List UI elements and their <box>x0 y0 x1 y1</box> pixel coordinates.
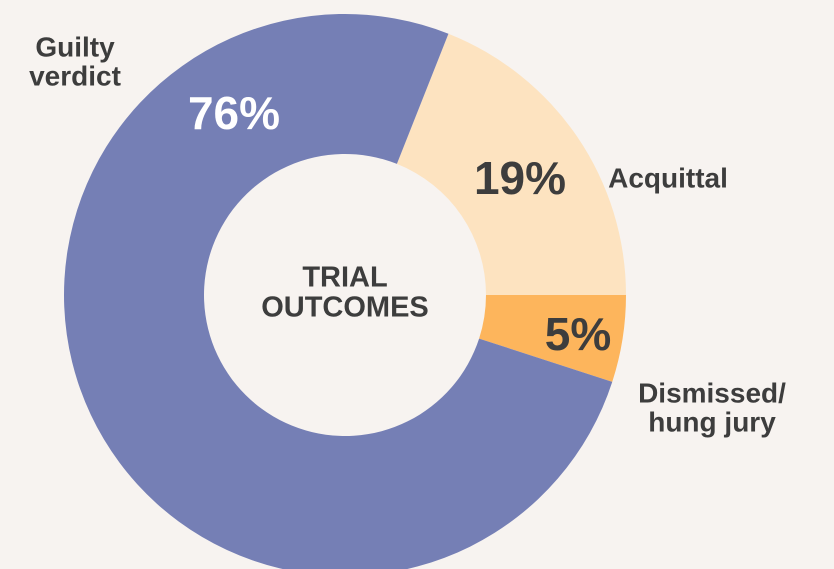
value-label: 5% <box>544 307 612 360</box>
category-label: Dismissed/ hung jury <box>638 377 786 438</box>
donut-slice <box>479 295 626 382</box>
category-label: Guilty verdict <box>29 31 121 92</box>
value-label: 19% <box>473 151 567 204</box>
chart-title: TRIAL OUTCOMES <box>261 261 429 324</box>
category-label: Acquittal <box>608 162 728 194</box>
donut-slice <box>396 33 626 295</box>
value-label: 76% <box>187 86 281 139</box>
donut-slice <box>64 14 613 569</box>
